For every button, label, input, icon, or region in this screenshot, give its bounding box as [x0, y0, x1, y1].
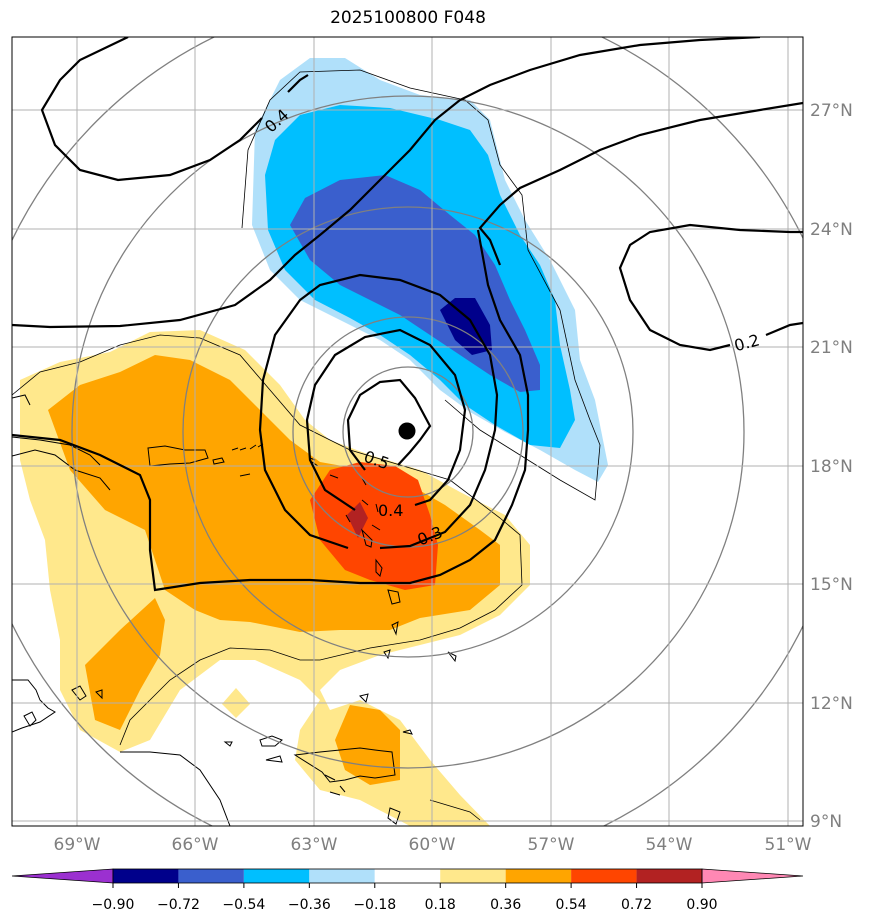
map-area: 0.4 0.2 0.5 0.4 0.3: [12, 37, 803, 826]
thick-contours: [12, 37, 803, 592]
storm-center-marker: [398, 422, 416, 440]
lon-label-54w: 54°W: [646, 835, 693, 855]
colorbar-label: −0.18: [353, 897, 396, 913]
lat-label-24n: 24°N: [810, 220, 853, 240]
map-border: [11, 36, 804, 827]
colorbar-label: 0.18: [425, 897, 456, 913]
colorbar-segment: [113, 869, 179, 883]
lon-label-69w: 69°W: [54, 835, 101, 855]
colorbar-label: −0.54: [222, 897, 265, 913]
lon-label-63w: 63°W: [291, 835, 338, 855]
lon-label-51w: 51°W: [765, 835, 812, 855]
colorbar-segments: [11, 868, 804, 884]
colorbar-ticks: [112, 883, 703, 888]
colorbar-segment: [243, 869, 310, 883]
colorbar-extend-high: [701, 868, 804, 884]
thin-contours: [12, 69, 601, 821]
lat-label-27n: 27°N: [810, 101, 853, 121]
contour-label-0.4-mid: 0.4: [378, 501, 403, 520]
lon-label-66w: 66°W: [172, 835, 219, 855]
colorbar-label: 0.36: [490, 897, 521, 913]
colorbar-segment: [178, 869, 244, 883]
lon-label-60w: 60°W: [409, 835, 456, 855]
longitude-labels: 69°W 66°W 63°W 60°W 57°W 54°W 51°W: [54, 835, 812, 855]
lat-label-21n: 21°N: [810, 338, 853, 358]
map-title: 2025100800 F048: [330, 8, 486, 28]
range-rings: [12, 37, 803, 826]
dark-red-fill: [347, 502, 368, 538]
colorbar-outline: [112, 868, 703, 884]
coastlines: [12, 394, 457, 826]
colorbar-label: −0.90: [92, 897, 135, 913]
colorbar: −0.90 −0.72 −0.54 −0.36 −0.18 0.18 0.36 0.54 0.7…: [11, 868, 804, 913]
colorbar-label: −0.72: [157, 897, 200, 913]
colorbar-label: −0.36: [288, 897, 331, 913]
lat-label-18n: 18°N: [810, 457, 853, 477]
latitude-labels: 27°N 24°N 21°N 18°N 15°N 12°N 9°N: [810, 101, 853, 832]
orange-venezuela: [335, 705, 400, 785]
colorbar-segment: [440, 869, 506, 883]
lat-label-15n: 15°N: [810, 575, 853, 595]
orange-south: [85, 598, 165, 730]
colorbar-segment: [636, 869, 702, 883]
colorbar-segment: [309, 869, 375, 883]
lat-label-12n: 12°N: [810, 694, 853, 714]
lon-label-57w: 57°W: [528, 835, 575, 855]
colorbar-segment: [374, 869, 441, 883]
colorbar-label: 0.72: [621, 897, 652, 913]
colorbar-label: 0.54: [556, 897, 587, 913]
colorbar-segment: [571, 869, 637, 883]
colorbar-labels: −0.90 −0.72 −0.54 −0.36 −0.18 0.18 0.36 0.54 0.7…: [92, 897, 718, 913]
colorbar-segment: [505, 869, 572, 883]
colorbar-extend-low: [11, 868, 114, 884]
colorbar-label: 0.90: [686, 897, 717, 913]
lat-label-9n: 9°N: [810, 812, 842, 832]
